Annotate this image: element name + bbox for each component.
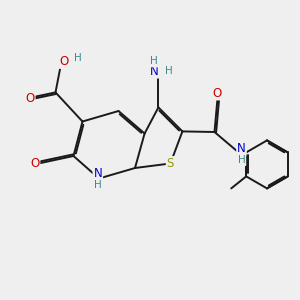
Text: N: N	[237, 142, 246, 155]
Text: S: S	[167, 157, 174, 170]
Text: O: O	[212, 86, 221, 100]
Text: H: H	[238, 155, 245, 165]
Text: N: N	[149, 64, 158, 78]
Text: H: H	[74, 53, 82, 64]
Text: O: O	[26, 92, 34, 105]
Text: H: H	[165, 66, 173, 76]
Text: H: H	[94, 180, 102, 190]
Text: H: H	[150, 56, 158, 67]
Text: N: N	[93, 167, 102, 180]
Text: O: O	[60, 55, 69, 68]
Text: O: O	[30, 157, 39, 170]
